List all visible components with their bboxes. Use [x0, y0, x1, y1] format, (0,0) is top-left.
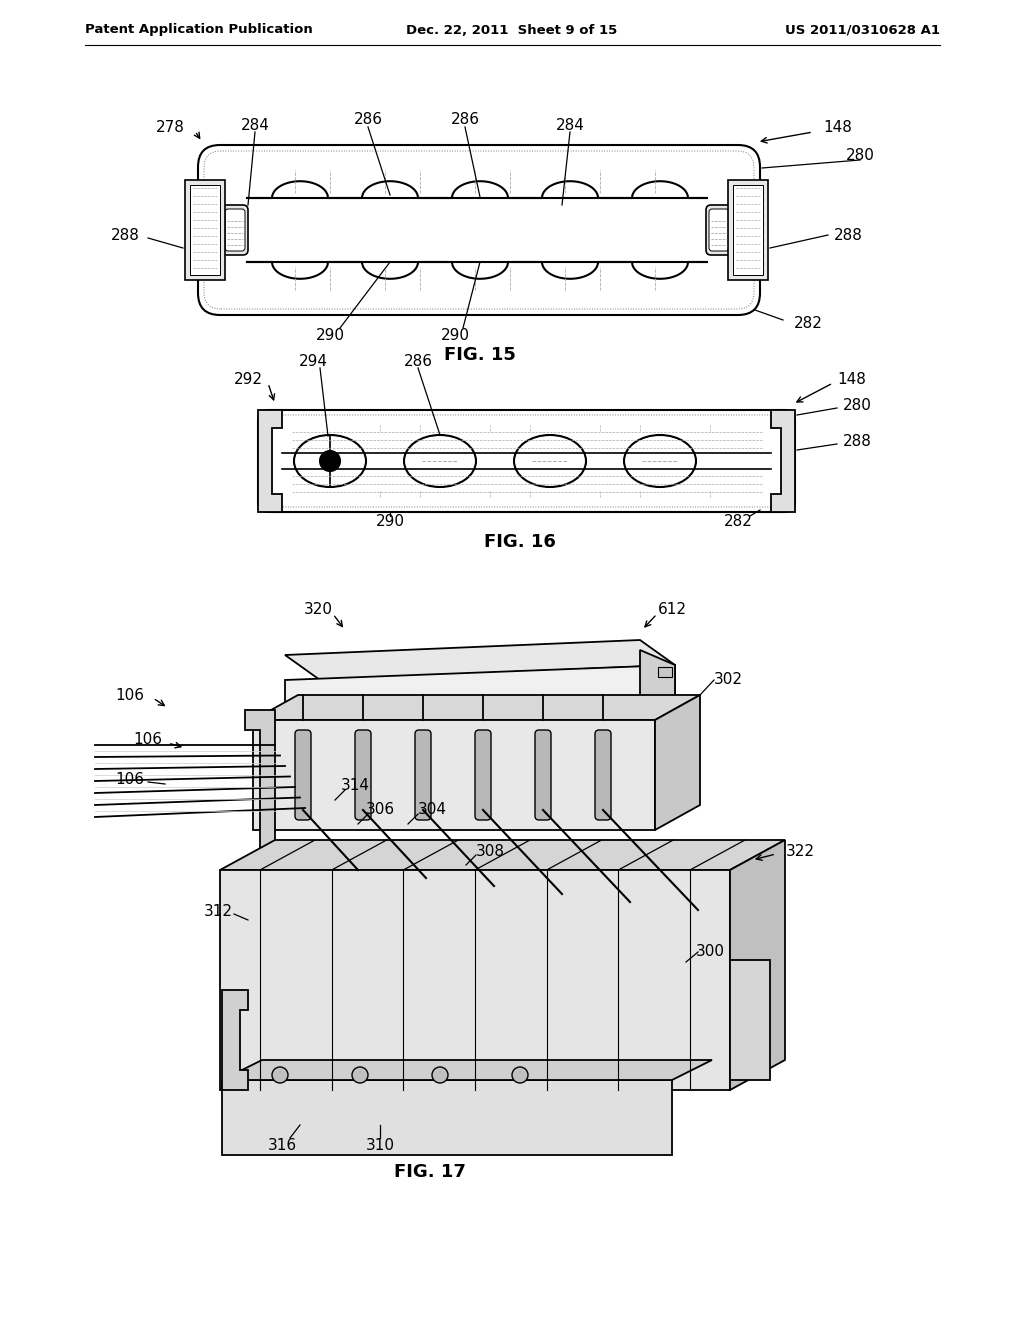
Bar: [270, 734, 278, 770]
FancyBboxPatch shape: [535, 730, 551, 820]
FancyBboxPatch shape: [475, 730, 490, 820]
Bar: [658, 667, 672, 677]
Text: 280: 280: [843, 397, 871, 412]
Text: 288: 288: [111, 227, 139, 243]
Text: 286: 286: [403, 355, 432, 370]
Bar: [270, 748, 278, 783]
Bar: [185, 180, 225, 280]
Polygon shape: [771, 411, 795, 512]
Polygon shape: [285, 665, 675, 735]
Text: Patent Application Publication: Patent Application Publication: [85, 24, 312, 37]
Circle shape: [352, 1067, 368, 1082]
Polygon shape: [222, 1060, 712, 1080]
Text: 308: 308: [475, 845, 505, 859]
Polygon shape: [285, 640, 675, 680]
Text: 286: 286: [353, 112, 383, 128]
Bar: [728, 180, 768, 280]
Bar: [730, 960, 770, 1080]
Polygon shape: [245, 710, 275, 880]
Text: 106: 106: [116, 688, 144, 702]
Polygon shape: [655, 696, 700, 830]
Polygon shape: [258, 411, 282, 512]
Text: 288: 288: [843, 434, 871, 450]
Text: 312: 312: [204, 904, 232, 920]
Polygon shape: [222, 990, 248, 1090]
Circle shape: [512, 1067, 528, 1082]
FancyBboxPatch shape: [706, 205, 732, 255]
FancyBboxPatch shape: [225, 209, 245, 251]
Text: 280: 280: [846, 148, 874, 162]
FancyBboxPatch shape: [415, 730, 431, 820]
Text: 300: 300: [695, 945, 725, 960]
Text: 320: 320: [303, 602, 333, 618]
Bar: [190, 185, 220, 275]
Text: 310: 310: [366, 1138, 394, 1152]
Ellipse shape: [624, 436, 696, 487]
FancyBboxPatch shape: [222, 205, 248, 255]
Text: 306: 306: [366, 803, 394, 817]
FancyBboxPatch shape: [595, 730, 611, 820]
Polygon shape: [253, 719, 655, 830]
Polygon shape: [220, 840, 785, 870]
Text: US 2011/0310628 A1: US 2011/0310628 A1: [785, 24, 940, 37]
Ellipse shape: [514, 436, 586, 487]
Text: 282: 282: [794, 317, 822, 331]
Text: 282: 282: [724, 515, 753, 529]
Text: 292: 292: [233, 372, 262, 388]
Text: FIG. 17: FIG. 17: [394, 1163, 466, 1181]
Text: 148: 148: [823, 120, 852, 136]
Text: 302: 302: [714, 672, 742, 688]
Text: 106: 106: [133, 733, 163, 747]
Text: 304: 304: [418, 803, 446, 817]
Text: 284: 284: [556, 117, 585, 132]
Ellipse shape: [294, 436, 366, 487]
Circle shape: [272, 1067, 288, 1082]
Polygon shape: [253, 696, 700, 719]
Text: 290: 290: [315, 327, 344, 342]
FancyBboxPatch shape: [295, 730, 311, 820]
Text: FIG. 16: FIG. 16: [484, 533, 556, 550]
Polygon shape: [730, 840, 785, 1090]
FancyBboxPatch shape: [198, 145, 760, 315]
Bar: [733, 185, 763, 275]
Text: 322: 322: [785, 845, 814, 859]
FancyBboxPatch shape: [355, 730, 371, 820]
Text: 314: 314: [341, 777, 370, 792]
Bar: [270, 762, 278, 797]
Polygon shape: [222, 1080, 672, 1155]
Text: 316: 316: [267, 1138, 297, 1152]
Text: 284: 284: [241, 117, 269, 132]
Text: FIG. 15: FIG. 15: [444, 346, 516, 364]
Text: 286: 286: [451, 112, 479, 128]
Text: 290: 290: [376, 515, 404, 529]
Text: Dec. 22, 2011  Sheet 9 of 15: Dec. 22, 2011 Sheet 9 of 15: [407, 24, 617, 37]
FancyBboxPatch shape: [709, 209, 729, 251]
Circle shape: [432, 1067, 449, 1082]
Text: 148: 148: [838, 372, 866, 388]
Text: 294: 294: [299, 355, 328, 370]
Text: 278: 278: [156, 120, 184, 136]
Text: 288: 288: [834, 227, 862, 243]
Text: 290: 290: [440, 327, 469, 342]
Text: 612: 612: [657, 602, 686, 618]
Text: 106: 106: [116, 772, 144, 788]
Polygon shape: [220, 870, 730, 1090]
Polygon shape: [640, 649, 675, 719]
Circle shape: [319, 451, 340, 471]
Ellipse shape: [404, 436, 476, 487]
FancyBboxPatch shape: [258, 411, 795, 512]
